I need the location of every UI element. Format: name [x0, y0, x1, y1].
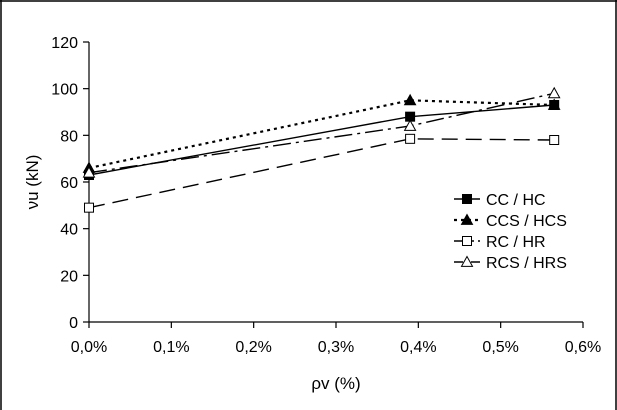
x-tick-label: 0,1% [153, 339, 189, 356]
legend-marker-rcs-hrs [460, 255, 474, 267]
legend-marker-cc-hc [462, 194, 472, 204]
y-tick-label: 80 [60, 128, 78, 145]
x-axis-label: ρv (%) [311, 374, 360, 393]
y-tick-label: 40 [60, 222, 78, 239]
data-point-rcs-hrs [403, 119, 417, 131]
x-tick-label: 0,0% [71, 339, 107, 356]
data-point-ccs-hcs [547, 98, 561, 110]
data-point-rc-hr [84, 202, 94, 213]
legend-marker-rc-hr [462, 236, 472, 246]
legend: CC / HC CCS / HCS RC / HR RCS / HRS [454, 192, 567, 272]
legend-marker-ccs-hcs [460, 213, 474, 225]
y-axis-label: νu (kN) [23, 155, 42, 210]
data-point-rcs-hrs [82, 166, 96, 178]
y-tick-label: 0 [69, 315, 78, 332]
series-line-rc-hr [88, 138, 555, 209]
y-tick-label: 60 [60, 175, 78, 192]
x-tick-label: 0,3% [318, 339, 354, 356]
x-tick-label: 0,5% [482, 339, 518, 356]
data-point-rcs-hrs [547, 86, 561, 99]
legend-label-rcs-hrs: RCS / HRS [486, 255, 567, 272]
y-tick-label: 20 [60, 268, 78, 285]
legend-label-rc-hr: RC / HR [486, 234, 546, 251]
series-group [82, 86, 561, 213]
legend-label-cc-hc: CC / HC [486, 192, 546, 209]
legend-label-ccs-hcs: CCS / HCS [486, 213, 567, 230]
x-tick-label: 0,2% [235, 339, 271, 356]
series-line-cc-hc [88, 104, 555, 176]
tick-labels: 0,0% 0,1% 0,2% 0,3% 0,4% 0,5% 0,6% 0 20 40 60 80 100… [51, 35, 601, 356]
x-tick-label: 0,4% [400, 339, 436, 356]
y-tick-label: 100 [51, 82, 78, 99]
x-tick-label: 0,6% [565, 339, 601, 356]
y-tick-label: 120 [51, 35, 78, 52]
data-point-ccs-hcs [403, 93, 417, 106]
axes [88, 42, 583, 323]
data-point-rc-hr [549, 135, 560, 145]
data-point-rc-hr [405, 133, 416, 144]
